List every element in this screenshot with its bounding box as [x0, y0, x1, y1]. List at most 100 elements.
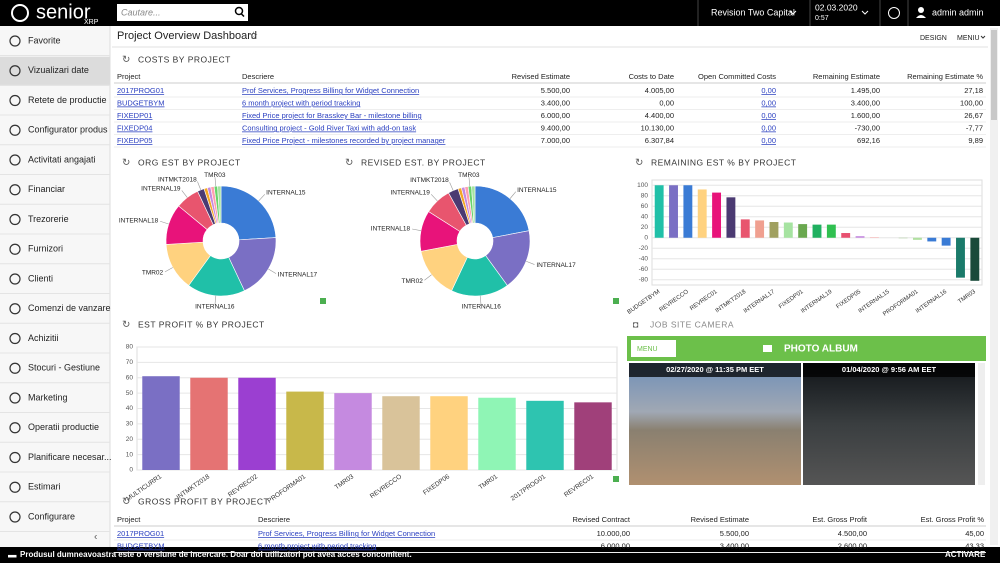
- cell-link[interactable]: FIXEDP05: [117, 136, 152, 145]
- search-icon[interactable]: [234, 6, 244, 16]
- cell: 6.000,00: [541, 111, 570, 120]
- search-placeholder: Cautare...: [121, 7, 161, 17]
- sidebar-icon: [9, 124, 21, 136]
- pie-leader: [258, 194, 266, 202]
- cell-link[interactable]: Prof Services, Progress Billing for Widg…: [258, 529, 435, 538]
- cell-link[interactable]: 2017PROG01: [117, 529, 164, 538]
- scrollbar[interactable]: [990, 28, 998, 545]
- y-tick-label: 60: [126, 374, 134, 381]
- cell-link[interactable]: 0,00: [761, 123, 776, 132]
- sidebar-item[interactable]: Activitati angajati: [28, 154, 96, 164]
- photo[interactable]: [629, 363, 801, 485]
- cell-link[interactable]: 0,00: [761, 111, 776, 120]
- sidebar-icon: [9, 392, 21, 404]
- bar: [812, 224, 822, 238]
- chart-icon[interactable]: [320, 298, 326, 304]
- activate-button[interactable]: ACTIVARE: [945, 550, 986, 559]
- sidebar-item[interactable]: Achizitii: [28, 333, 59, 343]
- column-header: Descriere: [242, 72, 274, 81]
- column-header: Revised Estimate: [512, 72, 570, 81]
- sidebar-item[interactable]: Favorite: [28, 35, 61, 45]
- pie-label: INTERNAL15: [266, 190, 306, 197]
- refresh-icon[interactable]: ↻: [122, 158, 130, 169]
- sidebar-item[interactable]: Estimari: [28, 482, 61, 492]
- favorite-star[interactable]: ☆: [249, 31, 258, 42]
- pie-leader: [160, 220, 169, 225]
- cell-link[interactable]: Prof Services, Progress Billing for Widg…: [242, 86, 419, 95]
- sidebar-active: [0, 56, 110, 86]
- pie-slice: [471, 185, 476, 224]
- sidebar-item[interactable]: Configurare: [28, 511, 75, 521]
- bar: [574, 402, 612, 470]
- menu-button[interactable]: MENIU: [957, 35, 980, 42]
- search-box[interactable]: [117, 4, 248, 21]
- sidebar-item[interactable]: Clienti: [28, 273, 53, 283]
- cell-link[interactable]: BUDGETBYM: [117, 541, 165, 550]
- design-button[interactable]: DESIGN: [920, 35, 947, 42]
- cell-link[interactable]: FIXEDP01: [117, 111, 152, 120]
- pie-leader: [214, 295, 217, 305]
- cell: -730,00: [855, 123, 880, 132]
- cell-link[interactable]: FIXEDP04: [117, 123, 152, 132]
- collapse-icon[interactable]: ‹: [94, 532, 97, 543]
- refresh-icon[interactable]: ↻: [122, 320, 130, 331]
- column-header: Remaining Estimate %: [907, 72, 983, 81]
- footer-icon: ▬: [8, 549, 17, 559]
- sidebar-icon: [9, 511, 21, 523]
- help-icon[interactable]: [888, 7, 900, 19]
- cell-link[interactable]: 6 month project with period tracking: [258, 541, 376, 550]
- cell: 10.130,00: [641, 123, 674, 132]
- widget-title: ORG EST BY PROJECT: [138, 157, 241, 167]
- bar: [927, 237, 937, 242]
- date: 02.03.2020: [815, 2, 858, 12]
- refresh-icon[interactable]: ↻: [635, 158, 643, 169]
- cell: 7.000,00: [541, 136, 570, 145]
- search-icon: [240, 12, 245, 18]
- sidebar-icon: [9, 481, 21, 493]
- chart-icon[interactable]: [613, 476, 619, 482]
- sidebar-item[interactable]: Comenzi de vanzare: [28, 303, 111, 313]
- cell-link[interactable]: 0,00: [761, 98, 776, 107]
- dropdown-icon[interactable]: [861, 10, 869, 15]
- chart-icon[interactable]: [613, 298, 619, 304]
- sidebar-item[interactable]: Trezorerie: [28, 214, 69, 224]
- company[interactable]: Revision Two Capital: [711, 7, 795, 17]
- cell-link[interactable]: Fixed Price project for Brasskey Bar - m…: [242, 111, 422, 120]
- y-tick-label: 20: [126, 436, 134, 443]
- menu-button[interactable]: [631, 340, 676, 357]
- sidebar-item[interactable]: Stocuri - Gestiune: [28, 363, 100, 373]
- sidebar-item[interactable]: Planificare necesar...: [28, 452, 112, 462]
- top-dividers: [697, 0, 909, 26]
- photo[interactable]: [803, 363, 975, 485]
- bar: [912, 237, 922, 240]
- sidebar-item[interactable]: Furnizori: [28, 244, 63, 254]
- cell-link[interactable]: 0,00: [761, 136, 776, 145]
- sidebar-item[interactable]: Operatii productie: [28, 422, 99, 432]
- pie-leader: [430, 194, 438, 202]
- cell-link[interactable]: Fixed Price Project - milestones recorde…: [242, 136, 446, 145]
- refresh-icon[interactable]: ↻: [345, 158, 353, 169]
- sidebar-item[interactable]: Vizualizari date: [28, 65, 89, 75]
- scrollbar-thumb[interactable]: [991, 30, 997, 120]
- bar: [142, 376, 180, 470]
- sidebar-item[interactable]: Retete de productie: [28, 95, 107, 105]
- sidebar-icon: [9, 451, 21, 464]
- bar: [697, 189, 707, 238]
- cell-link[interactable]: 6 month project with period tracking: [242, 98, 360, 107]
- cell-link[interactable]: 0,00: [761, 86, 776, 95]
- bar: [286, 391, 324, 470]
- cell: 9,89: [968, 136, 983, 145]
- pie-label: INTMKT2018: [410, 177, 449, 184]
- refresh-icon[interactable]: ↻: [122, 55, 130, 66]
- cell-link[interactable]: BUDGETBYM: [117, 98, 165, 107]
- refresh-icon[interactable]: ↻: [122, 497, 130, 508]
- cell-link[interactable]: 2017PROG01: [117, 86, 164, 95]
- sidebar-item[interactable]: Marketing: [28, 392, 68, 402]
- pie-label: INTERNAL19: [141, 186, 181, 193]
- y-tick-label: 100: [637, 182, 648, 189]
- user-name[interactable]: admin admin: [932, 7, 984, 17]
- cell-link[interactable]: Consulting project - Gold River Taxi wit…: [242, 123, 416, 132]
- sidebar-item[interactable]: Configurator produs: [28, 125, 108, 135]
- sidebar-item[interactable]: Financiar: [28, 184, 65, 194]
